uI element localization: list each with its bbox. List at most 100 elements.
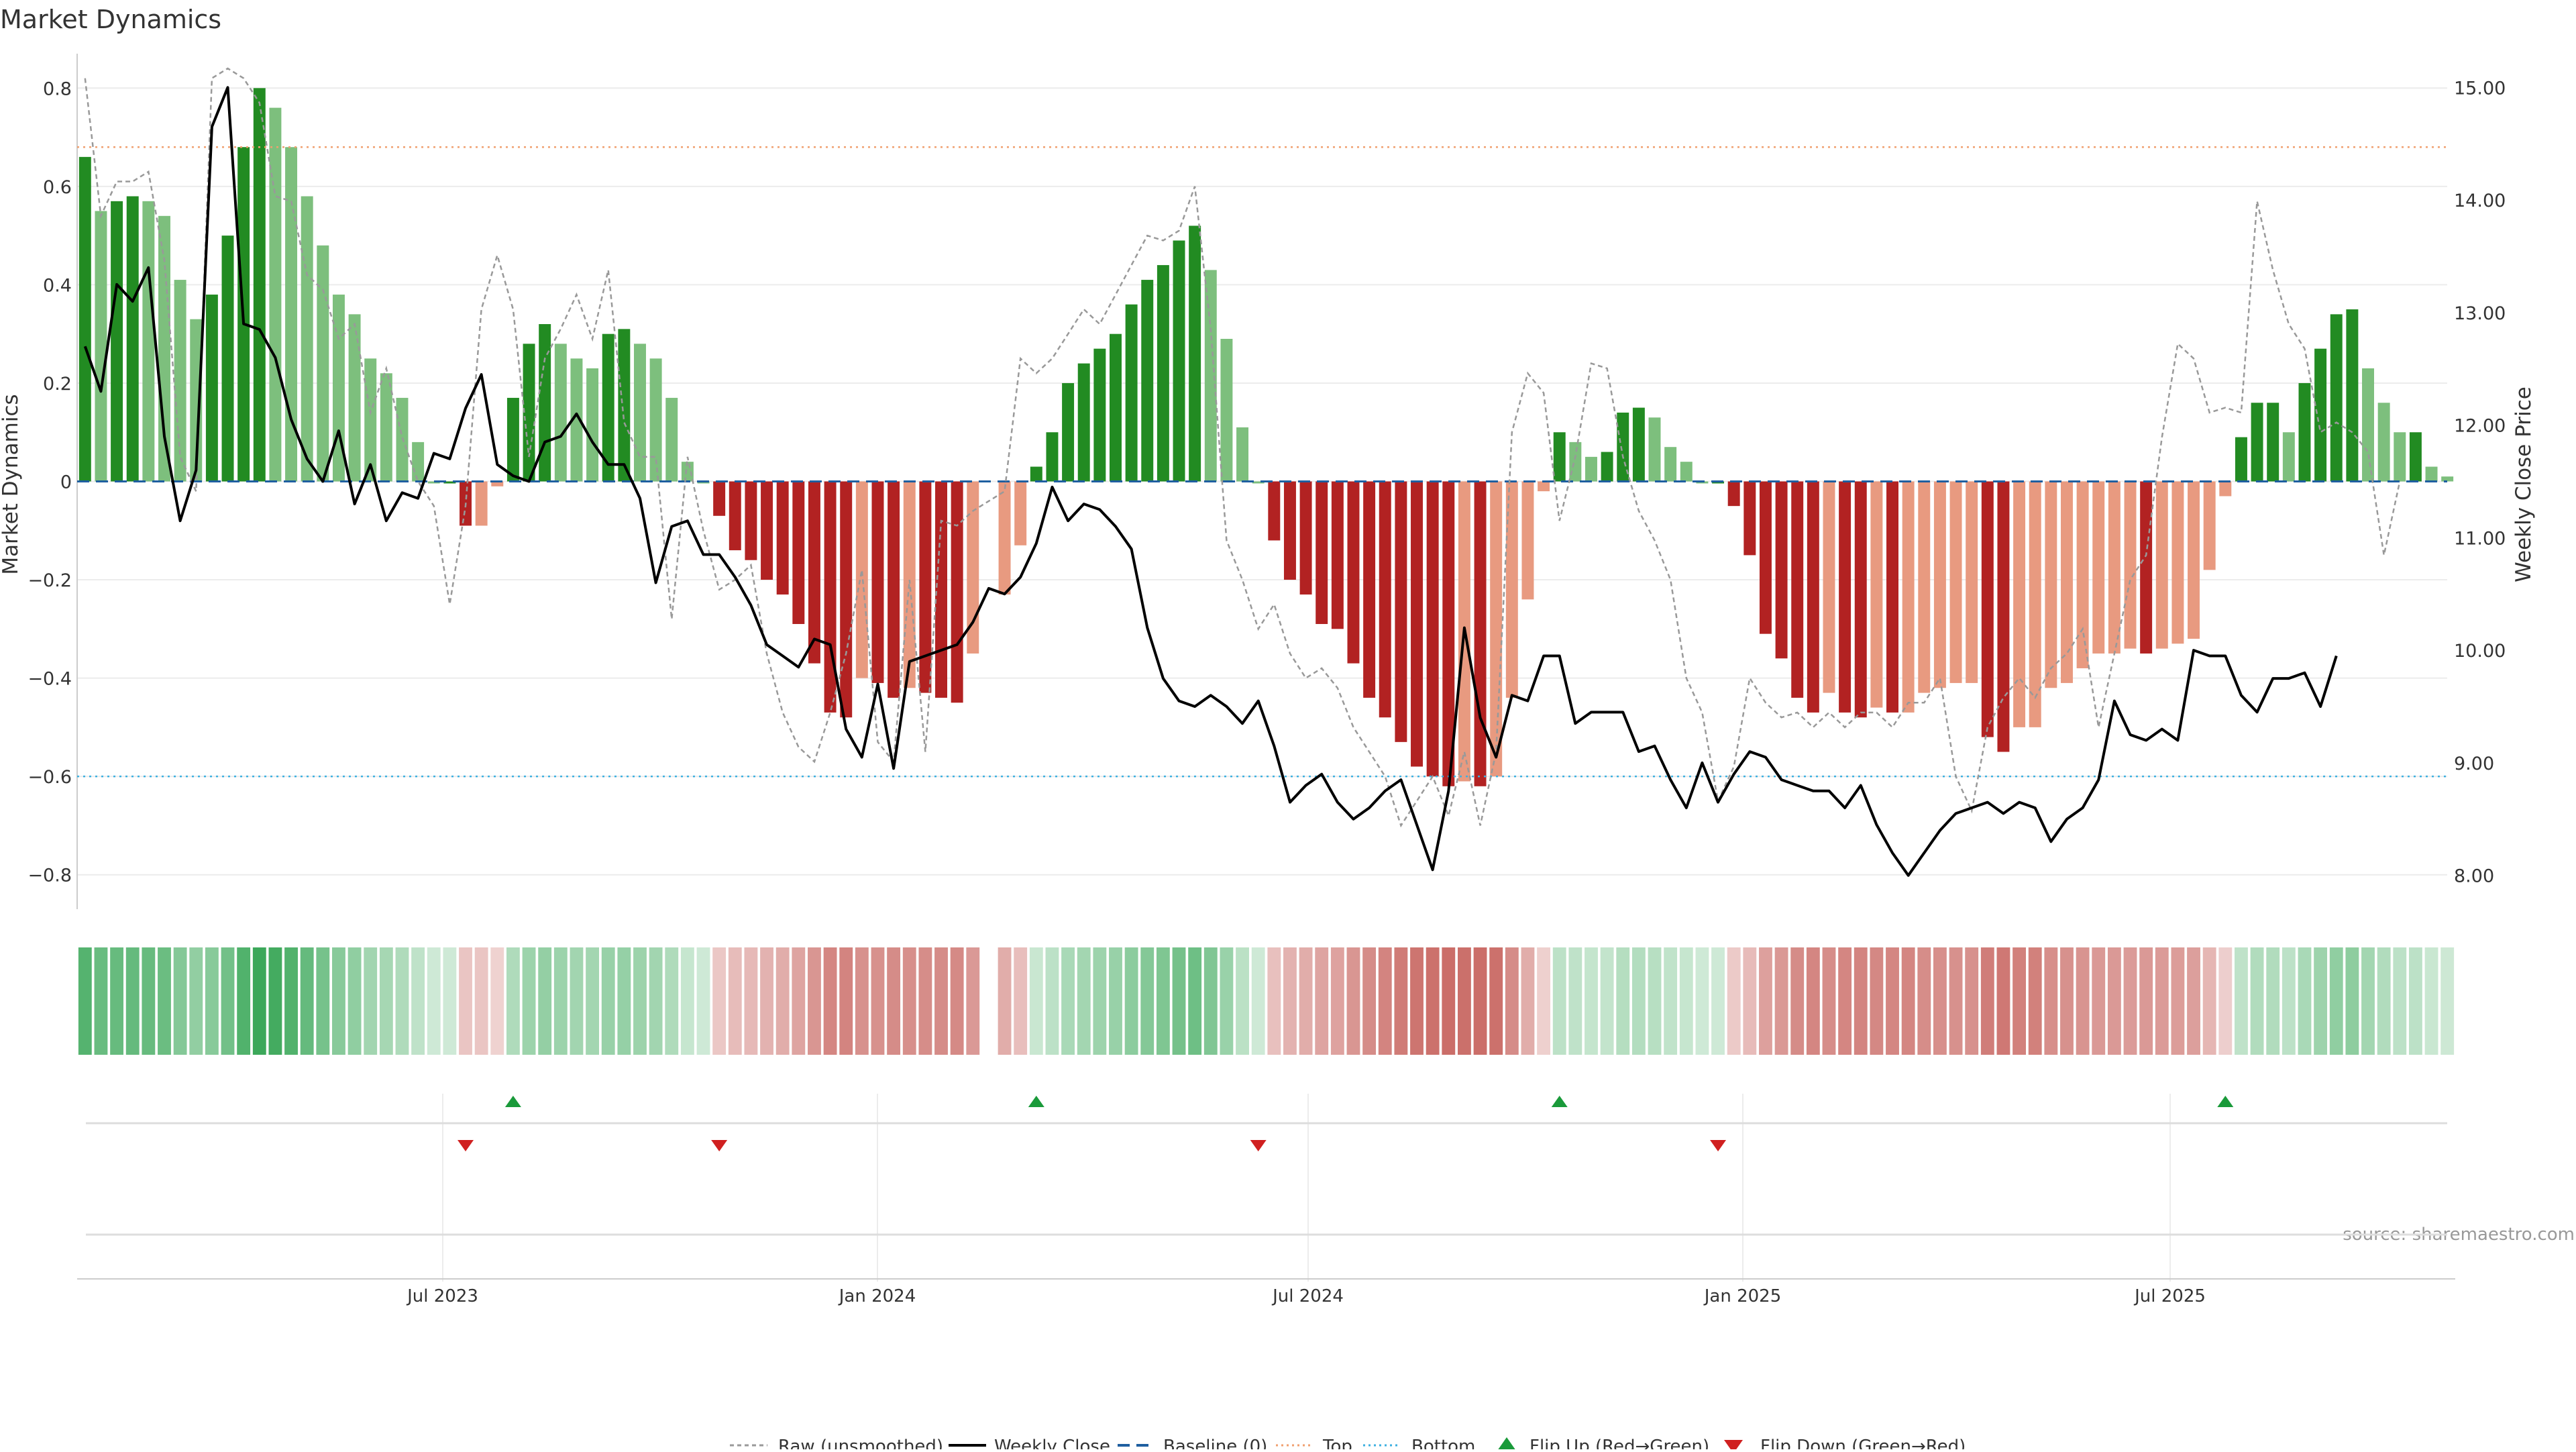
regime-strip-cell	[2155, 947, 2169, 1055]
flip-up-marker	[504, 1096, 521, 1107]
regime-strip-cell	[1315, 947, 1329, 1055]
md-bar	[142, 201, 155, 482]
md-bar	[506, 397, 519, 482]
md-bar	[2346, 309, 2359, 482]
regime-strip-cell	[1600, 947, 1614, 1055]
legend-flip-down-icon	[1724, 1440, 1743, 1452]
x-tick-label: Jul 2025	[2133, 1286, 2206, 1306]
regime-strip-cell	[1061, 947, 1075, 1055]
regime-strip-cell	[2440, 947, 2455, 1055]
regime-strip-cell	[760, 947, 773, 1055]
regime-strip-cell	[775, 947, 790, 1055]
regime-strip-cell	[1790, 947, 1805, 1055]
regime-strip-cell	[411, 947, 425, 1055]
y-right-tick-label: 13.00	[2454, 303, 2506, 324]
md-bar	[967, 481, 979, 654]
legend-flip-up-label: Flip Up (Red→Green)	[1529, 1437, 1709, 1449]
regime-strip-cell	[2028, 947, 2042, 1055]
weekly-close-line	[83, 86, 2338, 877]
md-bar	[443, 481, 456, 484]
md-bar	[1331, 481, 1344, 629]
md-bar	[2330, 314, 2343, 482]
y-right-tick-label: 12.00	[2454, 416, 2506, 437]
regime-strip-cell	[332, 947, 345, 1055]
regime-strip-cell	[1996, 947, 2010, 1055]
md-bar	[855, 481, 868, 678]
regime-strip-cell	[1537, 947, 1551, 1055]
md-bar	[1252, 481, 1265, 484]
regime-strip-cell	[2218, 947, 2233, 1055]
md-bar	[570, 358, 583, 482]
md-bar	[2140, 481, 2153, 654]
regime-strip-cell	[2092, 947, 2106, 1055]
regime-strip-cell	[1172, 947, 1186, 1055]
md-bar	[2298, 382, 2311, 482]
regime-strip-cell	[950, 947, 964, 1055]
x-tick-label: Jul 2023	[406, 1286, 478, 1306]
regime-strip-cell	[1933, 947, 1947, 1055]
md-bar	[1854, 481, 1867, 718]
regime-strip-cell	[1362, 947, 1377, 1055]
regime-strip-cell	[855, 947, 869, 1055]
md-bar	[1727, 481, 1740, 507]
regime-strip-cell	[1188, 947, 1202, 1055]
md-bar	[2188, 481, 2200, 639]
md-bar	[951, 481, 963, 703]
md-bar	[665, 397, 678, 482]
md-bar	[2013, 481, 2026, 727]
regime-strip-cell	[1664, 947, 1678, 1055]
regime-strip-cell	[252, 947, 266, 1055]
regime-strip-cell	[1045, 947, 1059, 1055]
md-bar	[1411, 481, 1423, 767]
regime-strip-cell	[1124, 947, 1138, 1055]
regime-strip-cell	[2282, 947, 2296, 1055]
md-bar	[840, 481, 853, 718]
flip-up-marker	[2217, 1096, 2234, 1107]
md-bar	[1521, 481, 1534, 600]
regime-strip-cell	[1220, 947, 1234, 1055]
regime-strip-cell	[553, 947, 568, 1055]
md-bar	[1823, 481, 1835, 693]
md-bar	[348, 314, 361, 482]
md-bar	[745, 481, 757, 560]
md-bar	[1474, 481, 1487, 786]
md-bar	[1490, 481, 1503, 777]
md-bar	[2171, 481, 2184, 644]
regime-strip-cell	[2012, 947, 2027, 1055]
md-bar	[1268, 481, 1281, 541]
regime-strip-cell	[1093, 947, 1107, 1055]
md-bar	[2203, 481, 2216, 570]
md-bar	[253, 88, 266, 482]
regime-strip-cell	[839, 947, 853, 1055]
regime-strip-cell	[1457, 947, 1471, 1055]
md-bar	[1997, 481, 2010, 752]
legend-close-label: Weekly Close	[994, 1437, 1110, 1449]
regime-strip-cell	[2076, 947, 2090, 1055]
flip-down-marker	[1250, 1140, 1267, 1151]
md-bar	[602, 333, 614, 482]
regime-strip-cell	[1156, 947, 1170, 1055]
md-bar	[871, 481, 884, 683]
regime-strip-cell	[1251, 947, 1265, 1055]
regime-strip-cell	[1711, 947, 1725, 1055]
regime-strip-cell	[1203, 947, 1218, 1055]
chart-title: Market Dynamics	[0, 5, 221, 34]
regime-strip-cell	[1109, 947, 1122, 1055]
md-bar	[2425, 466, 2438, 482]
regime-strip-cell	[1854, 947, 1868, 1055]
md-bar	[2124, 481, 2137, 649]
md-bar	[1632, 407, 1645, 482]
regime-strip-cell	[2408, 947, 2422, 1055]
md-bar	[1299, 481, 1312, 595]
md-bar	[729, 481, 741, 551]
md-bar	[2219, 481, 2232, 497]
md-bar	[1839, 481, 1851, 713]
legend-raw-label: Raw (unsmoothed)	[778, 1437, 943, 1449]
x-tick-label: Jul 2024	[1271, 1286, 1344, 1306]
md-bar	[95, 211, 107, 482]
regime-strip-cell	[173, 947, 187, 1055]
regime-strip-cell	[2329, 947, 2343, 1055]
md-bar	[1553, 432, 1566, 482]
regime-strip-cell	[1283, 947, 1297, 1055]
regime-strip-cell	[2171, 947, 2185, 1055]
